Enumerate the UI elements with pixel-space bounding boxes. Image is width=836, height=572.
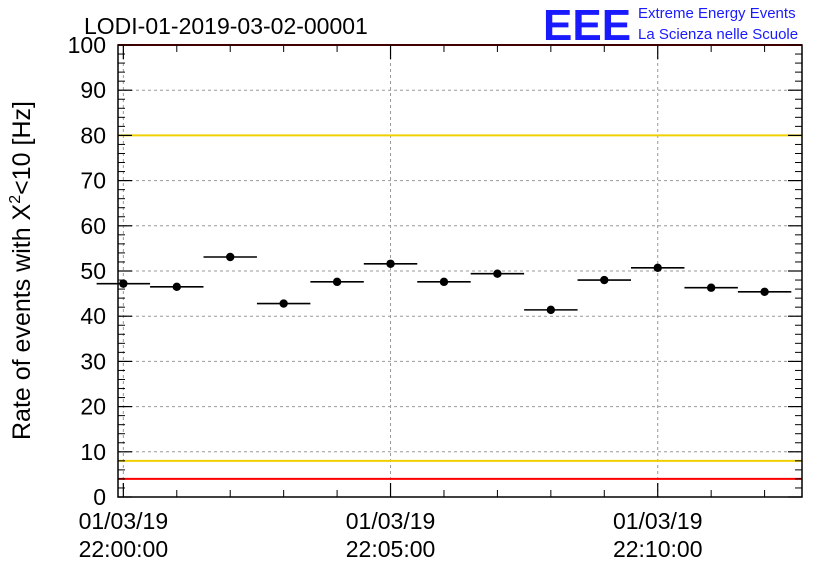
data-point: [386, 259, 395, 268]
y-axis-title-base: Rate of events with X: [8, 203, 36, 440]
data-point: [760, 287, 769, 296]
x-tick-label-date: 01/03/19: [346, 508, 436, 534]
y-axis: 0 10 20 30 40 50 60 70 80 90 100: [68, 32, 802, 510]
logo-letters: EEE: [543, 1, 631, 50]
x-tick-label-time: 22:05:00: [346, 536, 436, 562]
data-point: [653, 263, 662, 273]
logo-line-1: Extreme Energy Events: [638, 5, 796, 22]
data-point: [493, 269, 502, 278]
data-point: [172, 282, 181, 292]
y-tick-label: 30: [80, 348, 106, 374]
y-tick-label: 40: [80, 303, 106, 329]
chart-title: LODI-01-2019-03-02-00001: [84, 13, 368, 39]
reference-lines: [118, 44, 802, 480]
y-tick-label: 20: [80, 394, 106, 420]
grid-lines: [118, 45, 802, 497]
data-point: [226, 252, 235, 262]
y-tick-label: 0: [93, 484, 106, 510]
x-tick-label-time: 22:10:00: [613, 536, 703, 562]
data-point: [546, 305, 556, 315]
eee-logo: EEE Extreme Energy Events La Scienza nel…: [543, 1, 798, 50]
data-points: [96, 252, 792, 315]
data-point: [119, 279, 128, 288]
y-axis-title: Rate of events with X2<10 [Hz]: [7, 101, 36, 440]
data-point: [279, 299, 288, 308]
x-tick-label-time: 22:00:00: [79, 536, 169, 562]
data-point: [600, 275, 609, 285]
y-axis-title-superscript: 2: [7, 195, 24, 204]
y-tick-label: 100: [68, 32, 106, 58]
logo-line-2: La Scienza nelle Scuole: [638, 26, 798, 43]
y-tick-label: 10: [80, 439, 106, 465]
y-tick-label: 50: [80, 258, 106, 284]
data-point: [706, 283, 716, 292]
x-tick-label-date: 01/03/19: [79, 508, 169, 534]
data-point: [439, 277, 449, 287]
data-point: [332, 277, 342, 287]
y-tick-label: 60: [80, 213, 106, 239]
y-tick-label: 70: [80, 168, 106, 194]
y-axis-title-tail: <10 [Hz]: [8, 101, 36, 195]
y-tick-label: 90: [80, 77, 106, 103]
y-tick-label: 80: [80, 122, 106, 148]
x-axis: 01/03/1922:00:0001/03/1922:05:0001/03/19…: [79, 45, 766, 562]
x-tick-label-date: 01/03/19: [613, 508, 703, 534]
